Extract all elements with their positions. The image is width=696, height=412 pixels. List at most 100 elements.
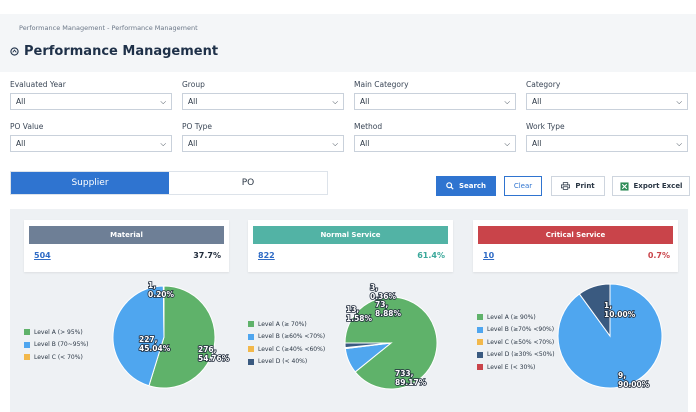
select-value: All bbox=[188, 97, 198, 106]
filter-label: Main Category bbox=[354, 80, 409, 89]
legend-swatch bbox=[477, 314, 483, 321]
slice-data-label: 0.36% bbox=[370, 292, 397, 301]
group-select[interactable]: All ⌵ bbox=[182, 93, 344, 110]
header-band bbox=[0, 14, 696, 72]
legend-label: Level E (< 30%) bbox=[487, 363, 536, 371]
pie-slice[interactable] bbox=[578, 283, 611, 338]
filter-label: Method bbox=[354, 122, 383, 131]
slice-data-label: 13, bbox=[346, 305, 359, 314]
pie-slice[interactable] bbox=[112, 285, 165, 387]
chevron-down-icon: ⌵ bbox=[676, 96, 682, 106]
pie-slice[interactable] bbox=[162, 285, 165, 338]
chevron-down-icon: ⌵ bbox=[160, 138, 166, 148]
select-value: All bbox=[16, 139, 26, 148]
tab-supplier[interactable]: Supplier bbox=[11, 172, 169, 194]
po-type-select[interactable]: All ⌵ bbox=[182, 135, 344, 152]
legend-label: Level C (≥50% <70%) bbox=[487, 338, 555, 346]
card-count-link[interactable]: 504 bbox=[34, 251, 51, 260]
select-value: All bbox=[532, 139, 542, 148]
chevron-down-icon: ⌵ bbox=[504, 96, 510, 106]
card-material: Material 504 37.7% bbox=[24, 220, 229, 272]
export-excel-button[interactable]: Export Excel bbox=[612, 176, 690, 196]
legend-item: Level A (≥ 90%) bbox=[477, 311, 555, 324]
category-select[interactable]: All ⌵ bbox=[526, 93, 688, 110]
legend-swatch bbox=[248, 346, 254, 353]
card-percent: 37.7% bbox=[193, 251, 221, 260]
slice-data-label: 3, bbox=[370, 283, 378, 292]
legend-label: Level B (≥70% <90%) bbox=[487, 326, 555, 334]
filter-work-type: Work Type All ⌵ bbox=[526, 122, 688, 152]
legend-swatch bbox=[24, 341, 30, 348]
tab-po[interactable]: PO bbox=[169, 172, 327, 194]
print-button[interactable]: Print bbox=[551, 176, 605, 196]
card-normal-service: Normal Service 822 61.4% bbox=[248, 220, 453, 272]
performance-icon bbox=[10, 47, 19, 56]
legend-item: Level A (≥ 70%) bbox=[248, 318, 325, 331]
slice-data-label: 8.88% bbox=[375, 309, 402, 318]
legend-material: Level A (> 95%) Level B (70~95%) Level C… bbox=[24, 326, 88, 364]
legend-item: Level A (> 95%) bbox=[24, 326, 88, 339]
card-percent: 61.4% bbox=[417, 251, 445, 260]
select-value: All bbox=[16, 97, 26, 106]
legend-item: Level D (< 40%) bbox=[248, 356, 325, 369]
filter-label: Category bbox=[526, 80, 561, 89]
printer-icon bbox=[561, 182, 571, 190]
top-bar bbox=[0, 0, 696, 14]
legend-swatch bbox=[248, 321, 254, 328]
slice-data-label: 0.20% bbox=[148, 290, 175, 299]
slice-data-label: 54.76% bbox=[198, 354, 230, 363]
legend-swatch bbox=[477, 339, 483, 346]
export-button-label: Export Excel bbox=[633, 182, 683, 190]
legend-item: Level C (≥40% <60%) bbox=[248, 343, 325, 356]
legend-swatch bbox=[248, 333, 254, 340]
card-count-link[interactable]: 822 bbox=[258, 251, 275, 260]
search-button[interactable]: Search bbox=[436, 176, 496, 196]
card-title: Normal Service bbox=[253, 226, 448, 244]
slice-data-label: 10.00% bbox=[604, 310, 636, 319]
slice-data-label: 227, bbox=[139, 335, 158, 344]
evaluated-year-select[interactable]: All ⌵ bbox=[10, 93, 172, 110]
legend-item: Level B (≥60% <70%) bbox=[248, 331, 325, 344]
method-select[interactable]: All ⌵ bbox=[354, 135, 516, 152]
legend-item: Level B (70~95%) bbox=[24, 339, 88, 352]
filter-method: Method All ⌵ bbox=[354, 122, 516, 152]
chevron-down-icon: ⌵ bbox=[332, 138, 338, 148]
filter-group: Group All ⌵ bbox=[182, 80, 344, 110]
legend-normal-service: Level A (≥ 70%) Level B (≥60% <70%) Leve… bbox=[248, 318, 325, 368]
legend-label: Level A (≥ 70%) bbox=[258, 320, 307, 328]
legend-swatch bbox=[477, 364, 483, 371]
slice-data-label: 1.58% bbox=[346, 314, 373, 323]
legend-item: Level E (< 30%) bbox=[477, 361, 555, 374]
slice-data-label: 1, bbox=[148, 281, 156, 290]
card-title: Material bbox=[29, 226, 224, 244]
legend-swatch bbox=[477, 326, 483, 333]
legend-label: Level D (< 40%) bbox=[258, 358, 308, 366]
chevron-down-icon: ⌵ bbox=[332, 96, 338, 106]
po-value-select[interactable]: All ⌵ bbox=[10, 135, 172, 152]
pie-slice[interactable] bbox=[344, 342, 392, 349]
filter-po-type: PO Type All ⌵ bbox=[182, 122, 344, 152]
chevron-down-icon: ⌵ bbox=[676, 138, 682, 148]
legend-swatch bbox=[24, 354, 30, 361]
clear-button[interactable]: Clear bbox=[504, 176, 542, 196]
card-title: Critical Service bbox=[478, 226, 673, 244]
breadcrumb: Performance Management - Performance Man… bbox=[19, 24, 198, 32]
legend-swatch bbox=[24, 329, 30, 336]
slice-data-label: 9, bbox=[618, 371, 626, 380]
legend-label: Level A (> 95%) bbox=[34, 328, 83, 336]
pie-slice[interactable] bbox=[148, 285, 216, 389]
filter-label: PO Value bbox=[10, 122, 44, 131]
main-category-select[interactable]: All ⌵ bbox=[354, 93, 516, 110]
legend-critical-service: Level A (≥ 90%) Level B (≥70% <90%) Leve… bbox=[477, 311, 555, 374]
slice-data-label: 276, bbox=[198, 345, 217, 354]
slice-data-label: 733, bbox=[395, 369, 414, 378]
filter-category: Category All ⌵ bbox=[526, 80, 688, 110]
slice-data-label: 1, bbox=[604, 301, 612, 310]
slice-data-label: 89.17% bbox=[395, 378, 427, 387]
card-count-link[interactable]: 10 bbox=[483, 251, 495, 260]
legend-item: Level C (< 70%) bbox=[24, 351, 88, 364]
select-value: All bbox=[188, 139, 198, 148]
work-type-select[interactable]: All ⌵ bbox=[526, 135, 688, 152]
filter-label: Group bbox=[182, 80, 205, 89]
